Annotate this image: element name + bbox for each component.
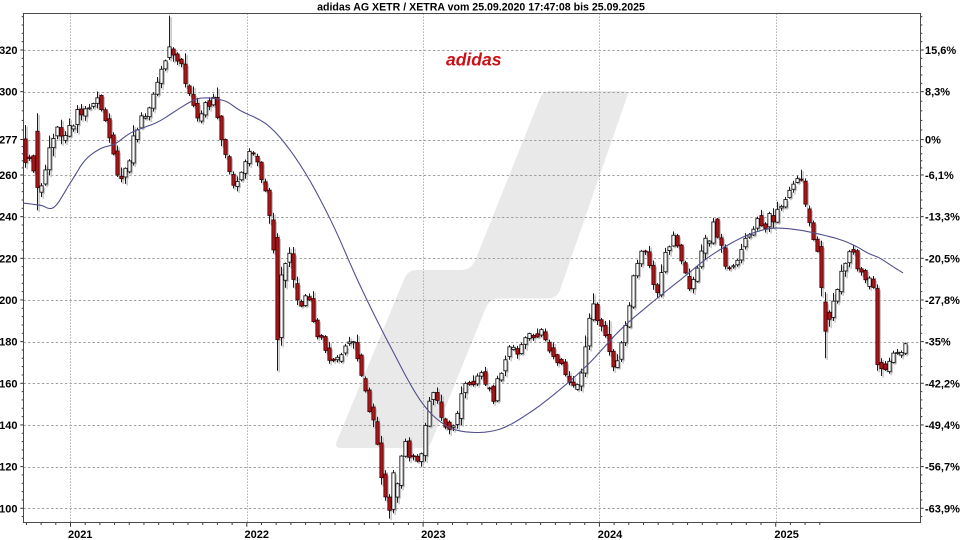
svg-text:220: 220: [0, 253, 18, 265]
svg-text:2025: 2025: [774, 529, 798, 540]
svg-text:8,3%: 8,3%: [925, 87, 950, 99]
svg-text:2024: 2024: [598, 529, 623, 540]
svg-text:180: 180: [0, 337, 18, 349]
svg-text:-49,4%: -49,4%: [925, 420, 960, 432]
svg-text:-6,1%: -6,1%: [925, 170, 954, 182]
svg-text:-20,5%: -20,5%: [925, 253, 960, 265]
svg-text:160: 160: [0, 378, 18, 390]
svg-text:100: 100: [0, 503, 18, 515]
svg-text:120: 120: [0, 462, 18, 474]
svg-text:adidas: adidas: [446, 50, 502, 70]
svg-text:277: 277: [0, 135, 18, 147]
svg-text:0%: 0%: [925, 135, 941, 147]
svg-text:-35%: -35%: [925, 337, 951, 349]
svg-text:-42,2%: -42,2%: [925, 378, 960, 390]
svg-text:320: 320: [0, 45, 18, 57]
svg-text:240: 240: [0, 212, 18, 224]
svg-text:-63,9%: -63,9%: [925, 503, 960, 515]
svg-text:adidas AG XETR / XETRA vom 25.: adidas AG XETR / XETRA vom 25.09.2020 17…: [317, 2, 645, 14]
svg-text:-27,8%: -27,8%: [925, 295, 960, 307]
svg-text:2023: 2023: [421, 529, 445, 540]
svg-text:200: 200: [0, 295, 18, 307]
svg-text:-13,3%: -13,3%: [925, 212, 960, 224]
svg-text:300: 300: [0, 87, 18, 99]
svg-text:2022: 2022: [245, 529, 269, 540]
svg-text:-56,7%: -56,7%: [925, 462, 960, 474]
svg-text:2021: 2021: [68, 529, 92, 540]
svg-text:260: 260: [0, 170, 18, 182]
svg-text:15,6%: 15,6%: [925, 45, 956, 57]
svg-text:140: 140: [0, 420, 18, 432]
